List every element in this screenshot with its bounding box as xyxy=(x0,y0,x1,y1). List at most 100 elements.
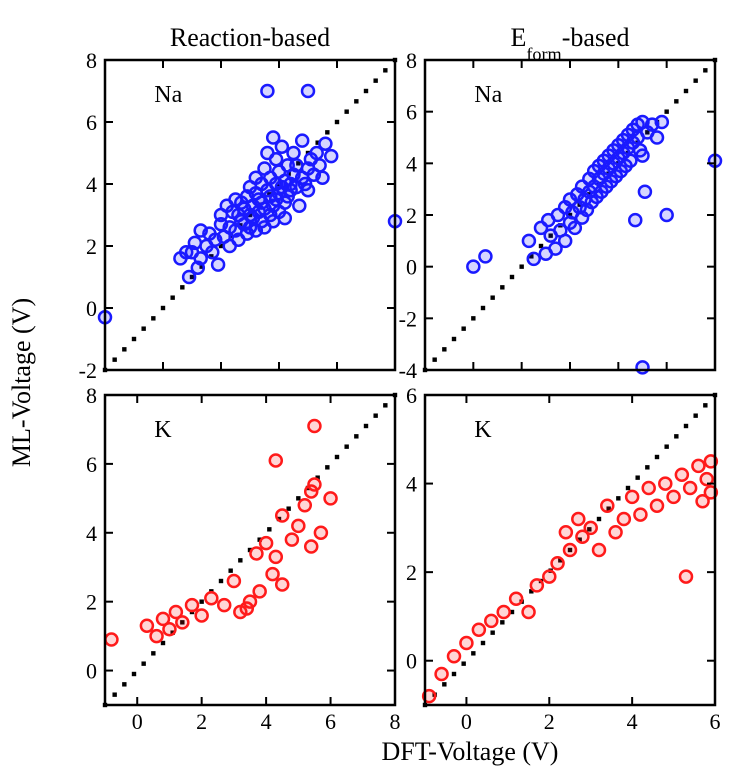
ytick-label: 4 xyxy=(86,521,97,546)
diag-dot xyxy=(122,682,126,686)
data-point xyxy=(261,85,273,97)
diag-dot xyxy=(616,496,620,500)
diag-dot xyxy=(228,568,232,572)
panel-bottom_right: 02460246K xyxy=(406,383,721,734)
ytick-label: 8 xyxy=(86,48,97,73)
xtick-label: 4 xyxy=(261,709,272,734)
xtick-label: 6 xyxy=(325,709,336,734)
data-point xyxy=(610,526,622,538)
panel-label: K xyxy=(474,417,492,443)
ytick-label: 8 xyxy=(406,48,417,73)
ytick-label: 6 xyxy=(86,110,97,135)
panel-bottom_left: 0246802468K xyxy=(86,383,401,734)
diag-dot xyxy=(471,651,475,655)
panel-label: Na xyxy=(474,82,502,108)
diag-dot xyxy=(684,89,688,93)
ytick-label: -2 xyxy=(79,358,97,383)
data-point xyxy=(267,568,279,580)
data-point xyxy=(643,482,655,494)
diag-dot xyxy=(471,316,475,320)
diag-dot xyxy=(500,285,504,289)
diag-dot xyxy=(180,285,184,289)
data-point xyxy=(305,541,317,553)
data-point xyxy=(585,522,597,534)
diag-dot xyxy=(141,326,145,330)
diag-dot xyxy=(344,109,348,113)
diag-dot xyxy=(364,89,368,93)
diag-dot xyxy=(674,99,678,103)
data-point xyxy=(279,212,291,224)
data-point xyxy=(270,153,282,165)
data-point xyxy=(105,634,117,646)
ytick-label: 0 xyxy=(406,649,417,674)
data-point xyxy=(531,579,543,591)
ytick-label: 0 xyxy=(86,659,97,684)
data-point xyxy=(659,478,671,490)
data-point xyxy=(176,616,188,628)
data-point xyxy=(325,492,337,504)
data-point xyxy=(308,420,320,432)
ytick-label: 4 xyxy=(406,472,417,497)
data-point xyxy=(254,585,266,597)
diag-dot xyxy=(112,692,116,696)
diag-dot xyxy=(344,444,348,448)
diag-dot xyxy=(335,120,339,124)
diag-dot xyxy=(519,264,523,268)
diag-dot xyxy=(132,672,136,676)
diag-dot xyxy=(238,558,242,562)
data-point xyxy=(680,571,692,583)
figure-svg: -202468NaReaction-based-4-202468NaEform-… xyxy=(0,0,750,783)
data-point xyxy=(523,235,535,247)
data-point xyxy=(276,510,288,522)
data-point xyxy=(656,116,668,128)
diag-dot xyxy=(500,620,504,624)
data-point xyxy=(196,609,208,621)
ytick-label: 0 xyxy=(86,296,97,321)
ytick-label: 2 xyxy=(86,590,97,615)
diag-dot xyxy=(481,641,485,645)
ytick-label: 4 xyxy=(86,172,97,197)
data-point xyxy=(186,599,198,611)
diag-dot xyxy=(461,326,465,330)
data-point xyxy=(479,250,491,262)
data-point xyxy=(559,235,571,247)
diag-dot xyxy=(645,465,649,469)
diag-dot xyxy=(703,403,707,407)
column-title: Eform-based xyxy=(510,23,629,64)
data-point xyxy=(270,551,282,563)
data-point xyxy=(626,491,638,503)
diag-dot xyxy=(151,316,155,320)
diag-dot xyxy=(151,651,155,655)
diag-dot xyxy=(693,413,697,417)
panel-top_left: -202468NaReaction-based xyxy=(79,23,401,383)
diag-dot xyxy=(122,347,126,351)
ytick-label: 0 xyxy=(406,255,417,280)
data-point xyxy=(564,544,576,556)
data-point xyxy=(684,482,696,494)
panel-label: Na xyxy=(154,82,182,108)
diag-dot xyxy=(219,579,223,583)
column-title: Reaction-based xyxy=(170,23,330,52)
data-point xyxy=(498,606,510,618)
data-point xyxy=(528,253,540,265)
data-point xyxy=(467,261,479,273)
diag-dot xyxy=(161,641,165,645)
data-point xyxy=(206,246,218,258)
diag-dot xyxy=(693,78,697,82)
diag-dot xyxy=(490,295,494,299)
diag-dot xyxy=(296,496,300,500)
diag-dot xyxy=(481,306,485,310)
data-point xyxy=(325,150,337,162)
diag-dot xyxy=(635,475,639,479)
diag-dot xyxy=(442,347,446,351)
ytick-label: 8 xyxy=(86,383,97,408)
data-point xyxy=(296,135,308,147)
ytick-label: -2 xyxy=(399,306,417,331)
diag-dot xyxy=(373,78,377,82)
diag-dot xyxy=(364,424,368,428)
diag-dot xyxy=(199,599,203,603)
data-point xyxy=(151,630,163,642)
data-point xyxy=(228,575,240,587)
ytick-label: 6 xyxy=(406,100,417,125)
diag-dot xyxy=(626,486,630,490)
